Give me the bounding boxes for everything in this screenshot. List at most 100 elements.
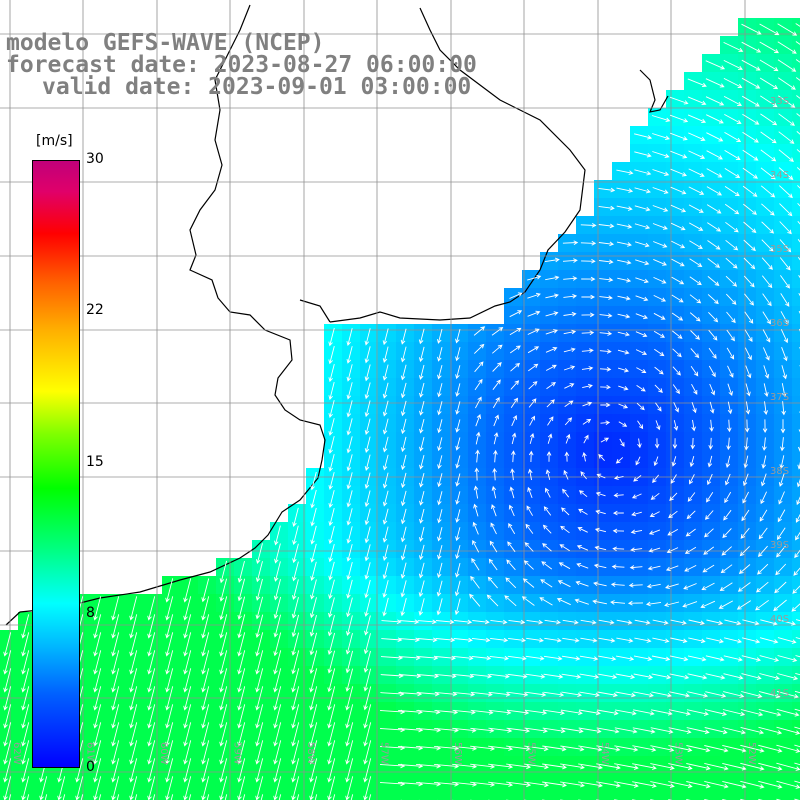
wind-arrow [455, 491, 461, 505]
wind-arrow [736, 600, 752, 610]
wind-arrow [707, 276, 720, 287]
wind-arrow [545, 275, 560, 281]
wind-arrow [3, 740, 12, 765]
wind-arrow [328, 436, 335, 454]
wind-arrow [165, 578, 174, 603]
wind-arrow [474, 467, 480, 481]
wind-arrow [688, 619, 705, 626]
wind-arrow [93, 632, 102, 657]
wind-arrow [470, 691, 493, 697]
longitude-label: 54W [599, 742, 610, 765]
wind-arrow [562, 637, 580, 643]
wind-arrow [510, 468, 515, 481]
wind-arrow [745, 401, 751, 415]
wind-arrow [437, 383, 443, 398]
wind-arrow [688, 168, 705, 177]
field-cell [414, 792, 433, 800]
wind-arrow [778, 95, 796, 108]
wind-arrow [419, 472, 425, 488]
wind-arrow [165, 704, 174, 729]
wind-arrow [237, 704, 246, 729]
wind-arrow [452, 691, 476, 697]
longitude-labels: 62W61W60W59W58W57W56W55W54W53W52W51W [11, 742, 757, 765]
wind-arrow [219, 560, 228, 584]
wind-arrow [525, 673, 546, 679]
field-cell [792, 522, 800, 541]
wind-arrow [524, 781, 549, 788]
field-cell [792, 180, 800, 199]
wind-arrow [292, 507, 299, 528]
wind-arrow [547, 416, 554, 426]
wind-arrow [328, 454, 335, 472]
wind-arrow [563, 311, 577, 317]
field-cell [252, 792, 271, 800]
field-cell [18, 792, 37, 800]
wind-arrow [260, 794, 264, 800]
wind-arrow [795, 23, 800, 27]
wind-arrow [490, 619, 508, 625]
wind-arrow [665, 565, 679, 572]
wind-arrow [490, 522, 497, 535]
latitude-label: 35S [770, 244, 789, 255]
wind-arrow [291, 614, 300, 638]
wind-arrow [635, 259, 650, 266]
wind-arrow [255, 740, 264, 765]
wind-arrow [183, 668, 192, 693]
wind-arrow [778, 113, 795, 126]
wind-arrow [363, 668, 372, 692]
wind-arrow [689, 240, 703, 249]
wind-arrow [691, 401, 697, 414]
wind-arrow [111, 614, 120, 639]
wind-arrow [652, 187, 669, 194]
wind-arrow [718, 600, 734, 609]
wind-arrow [727, 401, 733, 415]
wind-arrow [486, 594, 499, 607]
wind-arrow [563, 276, 578, 281]
wind-arrow [526, 505, 533, 516]
wind-arrow [672, 348, 682, 358]
wind-arrow [471, 655, 492, 661]
longitude-label: 53W [673, 742, 684, 765]
wind-arrow [328, 327, 335, 347]
wind-arrow [292, 561, 299, 582]
wind-arrow [291, 668, 300, 693]
wind-arrow [739, 545, 750, 557]
wind-arrow [310, 489, 317, 509]
wind-arrow [598, 619, 615, 625]
field-cell [792, 396, 800, 415]
wind-arrow [350, 794, 354, 800]
wind-arrow [508, 523, 516, 535]
colorbar-units: [m/s] [36, 133, 73, 149]
wind-arrow [111, 704, 120, 729]
wind-arrow [346, 472, 353, 490]
wind-arrow [418, 526, 425, 543]
wind-arrow [686, 709, 709, 716]
wind-arrow [672, 384, 680, 395]
wind-arrow [93, 614, 102, 639]
wind-arrow [781, 347, 788, 362]
wind-arrow [741, 59, 761, 71]
wind-arrow [706, 492, 714, 503]
wind-arrow [563, 365, 576, 371]
wind-arrow [687, 96, 707, 106]
wind-arrow [237, 668, 246, 693]
wind-arrow [364, 544, 371, 562]
wind-arrow [723, 673, 744, 680]
wind-arrow [381, 637, 403, 643]
wind-arrow [740, 744, 765, 753]
wind-arrow [726, 437, 731, 451]
wind-arrow [761, 455, 767, 469]
wind-arrow [545, 469, 551, 480]
wind-arrow [795, 655, 800, 658]
wind-arrow [684, 546, 697, 554]
wind-arrow [672, 438, 678, 450]
wind-arrow [437, 455, 443, 470]
wind-arrow [129, 596, 138, 621]
wind-arrow [617, 349, 630, 355]
wind-arrow [651, 673, 672, 680]
wind-arrow [327, 722, 336, 747]
wind-arrow [686, 763, 711, 771]
wind-arrow [668, 745, 693, 753]
wind-arrow [346, 526, 353, 544]
